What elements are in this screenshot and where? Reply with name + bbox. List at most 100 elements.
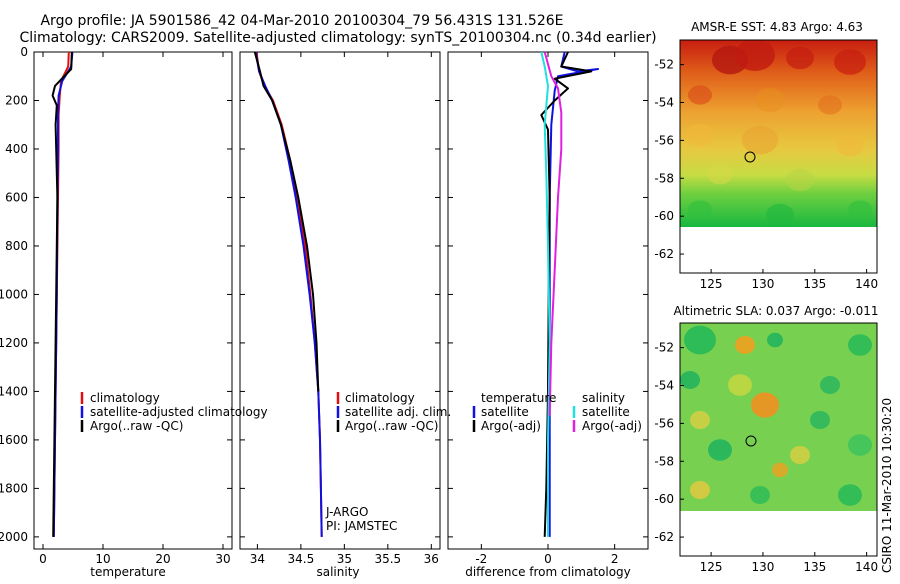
annotation-j-argo: J-ARGO xyxy=(325,505,368,519)
salinity-plot-frame xyxy=(239,51,441,550)
y-tick-label: 200 xyxy=(5,93,28,107)
sst-texture-blob xyxy=(755,88,785,112)
y-tick-label: -52 xyxy=(654,58,674,72)
series-line-salinity-argo-adj- xyxy=(543,51,563,416)
sst-texture-blob xyxy=(735,40,775,71)
series-line-temperature-satellite xyxy=(548,51,599,537)
temperature-xlabel: temperature xyxy=(90,565,165,579)
salinity-legend: climatology satellite adj. clim. Argo(..… xyxy=(325,391,451,533)
legend-climatology: climatology xyxy=(345,391,415,405)
y-tick-label: -60 xyxy=(654,209,674,223)
y-tick-label: -52 xyxy=(654,341,674,355)
series-line-satellite xyxy=(254,51,323,537)
difference-legend: temperature satellite Argo(-adj) salinit… xyxy=(472,391,642,433)
sla-texture-blob xyxy=(848,334,872,356)
sst-map-frame xyxy=(679,39,878,274)
y-tick-label: 1000 xyxy=(0,287,28,301)
y-tick-label: -56 xyxy=(654,416,674,430)
temperature-axes: 0 10 20 30 0 200 400 600 800 1000 1200 1400 1600 1800… xyxy=(0,45,232,566)
sst-texture-blob xyxy=(766,203,794,227)
legend-temperature-heading: temperature xyxy=(481,391,556,405)
difference-xlabel: difference from climatology xyxy=(465,565,631,579)
y-tick-label: -54 xyxy=(654,379,674,393)
title-line-2: Climatology: CARS2009. Satellite-adjuste… xyxy=(19,30,656,46)
sla-map-panel: Altimetric SLA: 0.037 Argo: -0.011 125 13… xyxy=(654,304,878,574)
sla-texture-blob xyxy=(690,411,710,429)
y-tick-label: -56 xyxy=(654,133,674,147)
x-tick-label: 36 xyxy=(424,552,439,566)
y-tick-label: 600 xyxy=(5,190,28,204)
sla-texture-blob xyxy=(838,484,862,506)
legend-salinity-heading: salinity xyxy=(582,391,625,405)
sla-texture-blob xyxy=(810,411,830,429)
x-tick-label: 10 xyxy=(95,552,110,566)
x-tick-label: 20 xyxy=(155,552,170,566)
x-tick-label: 140 xyxy=(855,560,878,574)
x-tick-label: 34.5 xyxy=(288,552,315,566)
y-tick-label: 0 xyxy=(20,45,28,59)
legend-satellite-adjusted: satellite-adjusted climatology xyxy=(90,405,268,419)
temperature-plot-frame xyxy=(33,51,233,550)
x-tick-label: -2 xyxy=(475,552,487,566)
series-line-climatology xyxy=(255,51,323,537)
sst-texture-blob xyxy=(688,85,712,105)
argo-location-marker xyxy=(745,435,757,447)
x-tick-label: 140 xyxy=(855,277,878,291)
y-tick-label: 400 xyxy=(5,142,28,156)
sla-texture-blob xyxy=(790,446,810,464)
sla-field xyxy=(680,323,877,511)
series-line-argo xyxy=(253,51,320,392)
sla-texture-blob xyxy=(690,481,710,499)
sst-map-title: AMSR-E SST: 4.83 Argo: 4.63 xyxy=(691,20,863,34)
sst-texture-blob xyxy=(786,168,814,192)
x-tick-label: 0 xyxy=(544,552,552,566)
x-tick-label: 125 xyxy=(700,560,723,574)
legend-temp-argo: Argo(-adj) xyxy=(481,419,541,433)
sst-texture-blob xyxy=(848,200,872,220)
legend-sal-argo: Argo(-adj) xyxy=(582,419,642,433)
argo-location-marker xyxy=(744,151,756,163)
temperature-series xyxy=(51,51,74,537)
sla-texture-blob xyxy=(767,332,783,348)
sla-texture-blob xyxy=(680,371,700,389)
sla-texture-blob xyxy=(848,434,872,456)
sst-texture-blob xyxy=(834,49,866,75)
legend-sal-satellite: satellite xyxy=(582,405,630,419)
legend-argo-raw: Argo(..raw -QC) xyxy=(90,419,183,433)
y-tick-label: -58 xyxy=(654,171,674,185)
x-tick-label: 135 xyxy=(803,560,826,574)
temperature-panel: 0 10 20 30 0 200 400 600 800 1000 1200 1400 1600 1800… xyxy=(0,45,268,579)
y-tick-label: 1600 xyxy=(0,433,28,447)
sst-texture-blob xyxy=(836,133,864,157)
series-line-salinity-satellite xyxy=(540,51,551,537)
y-tick-label: -62 xyxy=(654,530,674,544)
x-tick-label: 125 xyxy=(700,277,723,291)
legend-climatology: climatology xyxy=(90,391,160,405)
sst-field-texture xyxy=(686,40,872,227)
salinity-axes: 34 34.5 35 35.5 36 xyxy=(240,51,440,566)
sla-map-title: Altimetric SLA: 0.037 Argo: -0.011 xyxy=(673,304,878,318)
sst-texture-blob xyxy=(688,200,712,220)
legend-temp-satellite: satellite xyxy=(481,405,529,419)
y-tick-label: 800 xyxy=(5,239,28,253)
x-tick-label: 130 xyxy=(751,560,774,574)
y-tick-label: 1400 xyxy=(0,384,28,398)
sst-texture-blob xyxy=(708,165,732,185)
sla-texture-blob xyxy=(728,374,752,396)
difference-series xyxy=(540,51,599,537)
legend-satellite-adj: satellite adj. clim. xyxy=(345,405,451,419)
sla-texture-blob xyxy=(772,462,788,478)
x-tick-label: 2 xyxy=(611,552,619,566)
sst-texture-blob xyxy=(818,95,842,115)
y-tick-label: -58 xyxy=(654,454,674,468)
csiro-timestamp: CSIRO 11-Mar-2010 10:30:20 xyxy=(880,398,894,573)
y-tick-label: -60 xyxy=(654,492,674,506)
x-tick-label: 34 xyxy=(250,552,265,566)
sla-texture-blob xyxy=(684,325,716,355)
x-tick-label: 35 xyxy=(337,552,352,566)
y-tick-label: -62 xyxy=(654,247,674,261)
x-tick-label: 135 xyxy=(803,277,826,291)
sla-texture-blob xyxy=(708,439,732,461)
difference-panel: -2 0 2 difference from climatology tempera… xyxy=(447,51,649,579)
